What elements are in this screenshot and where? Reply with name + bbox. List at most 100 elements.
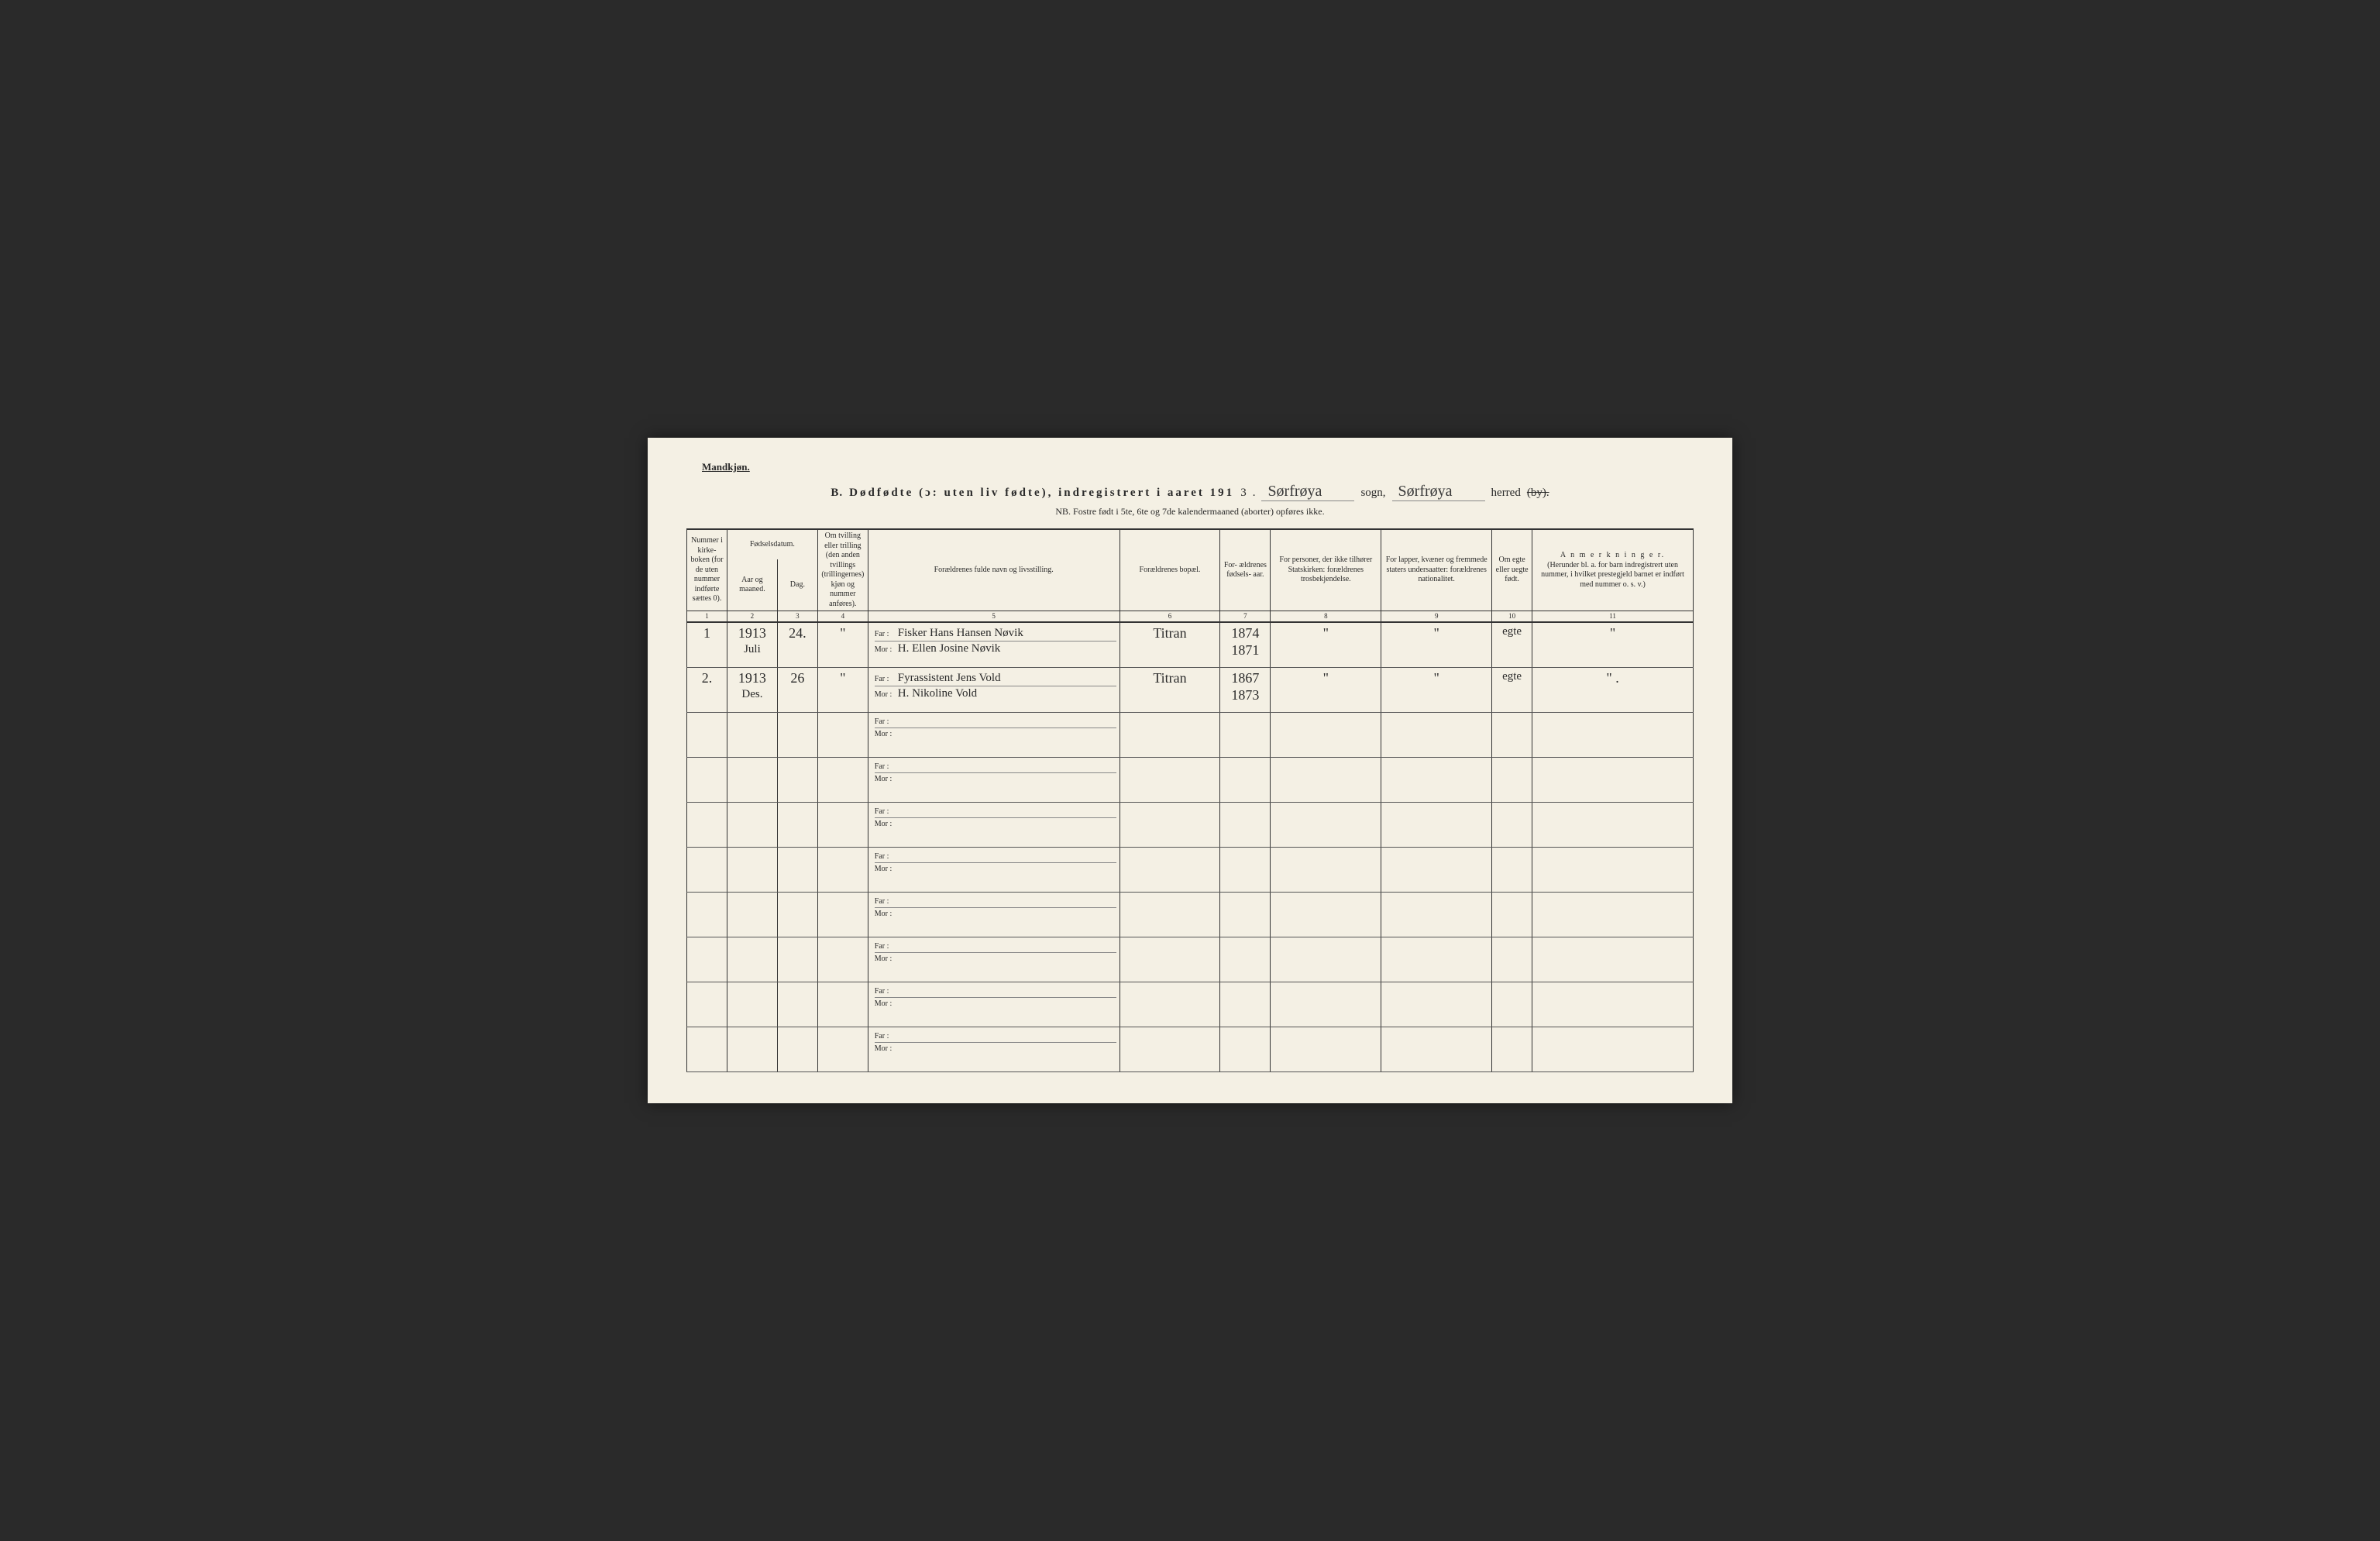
cell-leg (1492, 802, 1532, 847)
cell-nat (1381, 757, 1492, 802)
col-7-header: For- ældrenes fødsels- aar. (1220, 529, 1271, 611)
cell-num: 1 (687, 622, 727, 667)
cell-pyears (1220, 712, 1271, 757)
cell-leg (1492, 982, 1532, 1027)
cell-twin (817, 937, 868, 982)
cell-twin (817, 757, 868, 802)
cell-twin (817, 847, 868, 892)
gender-label: Mandkjøn. (702, 461, 1694, 473)
table-row: Far : Mor : (687, 937, 1694, 982)
cell-day (777, 892, 817, 937)
cell-num (687, 937, 727, 982)
cell-day (777, 757, 817, 802)
cell-home: Titran (1119, 667, 1220, 712)
cell-pyears (1220, 847, 1271, 892)
cell-day (777, 1027, 817, 1071)
cell-num (687, 757, 727, 802)
cell-leg (1492, 937, 1532, 982)
colnum-10: 10 (1492, 611, 1532, 623)
col-4-header: Om tvilling eller trilling (den anden tv… (817, 529, 868, 611)
col-11-sub: (Herunder bl. a. for barn indregistrert … (1536, 561, 1690, 590)
col-11-header: A n m e r k n i n g e r. (Herunder bl. a… (1532, 529, 1694, 611)
cell-names: Far : Mor : (868, 982, 1119, 1027)
cell-rem (1532, 802, 1694, 847)
cell-leg (1492, 847, 1532, 892)
cell-pyears: 18671873 (1220, 667, 1271, 712)
cell-num (687, 1027, 727, 1071)
col-10-header: Om egte eller uegte født. (1492, 529, 1532, 611)
cell-leg (1492, 712, 1532, 757)
cell-home (1119, 802, 1220, 847)
cell-ym (727, 937, 777, 982)
cell-day (777, 847, 817, 892)
cell-names: Far : Mor : (868, 757, 1119, 802)
cell-rem (1532, 712, 1694, 757)
cell-twin (817, 802, 868, 847)
sogn-label: sogn, (1360, 487, 1385, 500)
table-row: 11913Juli24." Far :Fisker Hans Hansen Nø… (687, 622, 1694, 667)
colnum-2: 2 (727, 611, 777, 623)
cell-day: 26 (777, 667, 817, 712)
cell-leg (1492, 892, 1532, 937)
table-body: 11913Juli24." Far :Fisker Hans Hansen Nø… (687, 622, 1694, 1071)
table-row: 2.1913Des.26" Far :Fyrassistent Jens Vol… (687, 667, 1694, 712)
cell-nat (1381, 1027, 1492, 1071)
cell-home (1119, 712, 1220, 757)
cell-twin: " (817, 667, 868, 712)
cell-leg: egte (1492, 667, 1532, 712)
colnum-11: 11 (1532, 611, 1694, 623)
cell-rem (1532, 1027, 1694, 1071)
sogn-value: Sørfrøya (1261, 483, 1354, 501)
cell-nat (1381, 937, 1492, 982)
cell-ym (727, 802, 777, 847)
section-letter: B. (831, 487, 843, 500)
cell-leg (1492, 757, 1532, 802)
cell-nat (1381, 802, 1492, 847)
cell-pyears (1220, 892, 1271, 937)
cell-ym: 1913Juli (727, 622, 777, 667)
cell-ym: 1913Des. (727, 667, 777, 712)
colnum-9: 9 (1381, 611, 1492, 623)
cell-names: Far : Mor : (868, 802, 1119, 847)
cell-rem: " (1532, 622, 1694, 667)
col-1-header: Nummer i kirke- boken (for de uten numme… (687, 529, 727, 611)
cell-nat (1381, 982, 1492, 1027)
col-5-header: Forældrenes fulde navn og livsstilling. (868, 529, 1119, 611)
cell-pyears: 18741871 (1220, 622, 1271, 667)
cell-twin (817, 982, 868, 1027)
col-11-title: A n m e r k n i n g e r. (1536, 551, 1690, 561)
cell-rel (1271, 937, 1381, 982)
register-table: Nummer i kirke- boken (for de uten numme… (686, 528, 1694, 1072)
cell-rem (1532, 982, 1694, 1027)
title-row: B. Dødfødte (ɔ: uten liv fødte), indregi… (686, 483, 1694, 501)
cell-ym (727, 982, 777, 1027)
table-row: Far : Mor : (687, 712, 1694, 757)
table-row: Far : Mor : (687, 757, 1694, 802)
colnum-6: 6 (1119, 611, 1220, 623)
cell-num (687, 892, 727, 937)
cell-twin: " (817, 622, 868, 667)
cell-home (1119, 847, 1220, 892)
table-row: Far : Mor : (687, 1027, 1694, 1071)
cell-rel (1271, 847, 1381, 892)
cell-home (1119, 982, 1220, 1027)
cell-pyears (1220, 937, 1271, 982)
cell-home (1119, 1027, 1220, 1071)
colnum-5: 5 (868, 611, 1119, 623)
cell-rel (1271, 802, 1381, 847)
title-main: Dødfødte (ɔ: uten liv fødte), indregistr… (849, 487, 1234, 500)
cell-rem (1532, 757, 1694, 802)
cell-names: Far : Mor : (868, 1027, 1119, 1071)
cell-rem: " . (1532, 667, 1694, 712)
col-2b-header: Dag. (777, 559, 817, 611)
cell-rel (1271, 982, 1381, 1027)
herred-label: herred (1491, 487, 1521, 500)
cell-rel (1271, 892, 1381, 937)
cell-day (777, 982, 817, 1027)
cell-names: Far : Mor : (868, 892, 1119, 937)
table-header: Nummer i kirke- boken (for de uten numme… (687, 529, 1694, 622)
cell-home (1119, 892, 1220, 937)
period: . (1253, 487, 1256, 500)
cell-twin (817, 1027, 868, 1071)
cell-nat (1381, 892, 1492, 937)
